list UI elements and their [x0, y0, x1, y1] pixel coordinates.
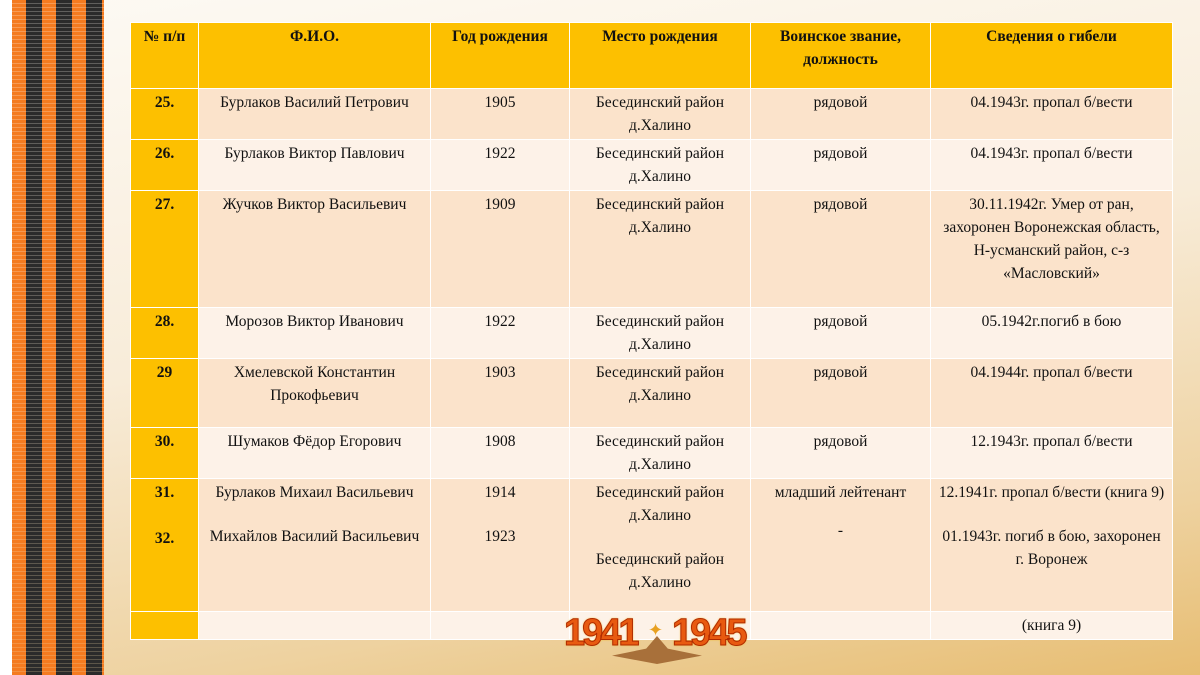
header-number: № п/п [130, 22, 199, 89]
cell-death-info: 12.1941г. пропал б/вести (книга 9) 01.194… [930, 478, 1173, 612]
birth-year-1: 1914 [484, 484, 516, 501]
cell-rank: рядовой [750, 139, 931, 191]
cell-death-info: 05.1942г.погиб в бою [930, 307, 1173, 359]
cell-birthplace: Бесединский район д.Халино [569, 358, 751, 428]
cell-number: 31. 32. [130, 478, 199, 612]
header-name: Ф.И.О. [198, 22, 431, 89]
table-header: № п/п Ф.И.О. Год рождения Место рождения… [130, 22, 1173, 89]
cell-birthplace: Бесединский район д.Халино [569, 190, 751, 308]
cell-name: Бурлаков Василий Петрович [198, 88, 431, 140]
birthplace-2: Бесединский район д.Халино [595, 551, 725, 591]
table-row: 27. Жучков Виктор Васильевич 1909 Бесединск… [130, 190, 1173, 308]
cell-birthplace: Бесединский район д.Халино [569, 427, 751, 479]
cell-birthplace [569, 611, 751, 640]
table-row: 26. Бурлаков Виктор Павлович 1922 Бесединск… [130, 139, 1173, 191]
cell-number: 26. [130, 139, 199, 191]
cell-name: Морозов Виктор Иванович [198, 307, 431, 359]
cell-rank: рядовой [750, 307, 931, 359]
cell-birth-year: 1905 [430, 88, 570, 140]
cell-name: Шумаков Фёдор Егорович [198, 427, 431, 479]
table-row-combined: 31. 32. Бурлаков Михаил Васильевич Михайлов… [130, 478, 1173, 612]
cell-death-info: 04.1943г. пропал б/вести [930, 88, 1173, 140]
cell-birth-year: 1914 1923 [430, 478, 570, 612]
st-george-ribbon [12, 0, 104, 675]
name-2: Михайлов Василий Васильевич [209, 528, 420, 545]
table-row-last: (книга 9) [130, 611, 1173, 640]
cell-name: Хмелевской Константин Прокофьевич [198, 358, 431, 428]
number-2: 32. [154, 530, 175, 547]
name-1: Бурлаков Михаил Васильевич [215, 484, 414, 501]
death-info-2: 01.1943г. погиб в бою, захоронен г. Воро… [942, 528, 1161, 568]
cell-rank: рядовой [750, 88, 931, 140]
cell-birthplace: Бесединский район д.Халино [569, 307, 751, 359]
table-row: 25. Бурлаков Василий Петрович 1905 Бесединс… [130, 88, 1173, 140]
cell-name: Бурлаков Михаил Васильевич Михайлов Васил… [198, 478, 431, 612]
cell-number [130, 611, 199, 640]
cell-name: Бурлаков Виктор Павлович [198, 139, 431, 191]
cell-birth-year [430, 611, 570, 640]
casualty-table: № п/п Ф.И.О. Год рождения Место рождения… [130, 22, 1173, 640]
cell-death-info: 30.11.1942г. Умер от ран, захоронен Воро… [930, 190, 1173, 308]
logo-year-end: 1945 [672, 612, 749, 655]
birth-year-2: 1923 [484, 528, 516, 545]
cell-death-info: 04.1943г. пропал б/вести [930, 139, 1173, 191]
cell-name: Жучков Виктор Васильевич [198, 190, 431, 308]
cell-birth-year: 1903 [430, 358, 570, 428]
cell-number: 25. [130, 88, 199, 140]
cell-rank: рядовой [750, 427, 931, 479]
cell-death-info: 12.1943г. пропал б/вести [930, 427, 1173, 479]
table-row: 29 Хмелевской Константин Прокофьевич 1903 Б… [130, 358, 1173, 428]
cell-rank: рядовой [750, 190, 931, 308]
page-edge [0, 0, 12, 675]
birthplace-1: Бесединский район д.Халино [595, 484, 725, 524]
header-rank: Воинское звание, должность [750, 22, 931, 89]
cell-number: 29 [130, 358, 199, 428]
cell-death-info: (книга 9) [930, 611, 1173, 640]
cell-birth-year: 1909 [430, 190, 570, 308]
eternal-flame-icon: ✦ [648, 620, 664, 640]
header-birthplace: Место рождения [569, 22, 751, 89]
cell-birth-year: 1908 [430, 427, 570, 479]
rank-1: младший лейтенант [774, 484, 907, 501]
table-row: 30. Шумаков Фёдор Егорович 1908 Бесединский… [130, 427, 1173, 479]
cell-birthplace: Бесединский район д.Халино [569, 88, 751, 140]
cell-name [198, 611, 431, 640]
rank-2: - [837, 522, 844, 539]
cell-birth-year: 1922 [430, 307, 570, 359]
cell-number: 27. [130, 190, 199, 308]
header-death-info: Сведения о гибели [930, 22, 1173, 89]
logo-year-start: 1941 [564, 612, 641, 655]
cell-birth-year: 1922 [430, 139, 570, 191]
victory-logo: 1941 ✦ 1945 [560, 612, 760, 672]
cell-rank: младший лейтенант - [750, 478, 931, 612]
cell-rank [750, 611, 931, 640]
number-1: 31. [154, 484, 175, 501]
cell-birthplace: Бесединский район д.Халино Бесединский ра… [569, 478, 751, 612]
cell-birthplace: Бесединский район д.Халино [569, 139, 751, 191]
header-birth-year: Год рождения [430, 22, 570, 89]
cell-rank: рядовой [750, 358, 931, 428]
table-row: 28. Морозов Виктор Иванович 1922 Беседински… [130, 307, 1173, 359]
cell-number: 28. [130, 307, 199, 359]
cell-number: 30. [130, 427, 199, 479]
cell-death-info: 04.1944г. пропал б/вести [930, 358, 1173, 428]
death-info-1: 12.1941г. пропал б/вести (книга 9) [938, 484, 1165, 501]
